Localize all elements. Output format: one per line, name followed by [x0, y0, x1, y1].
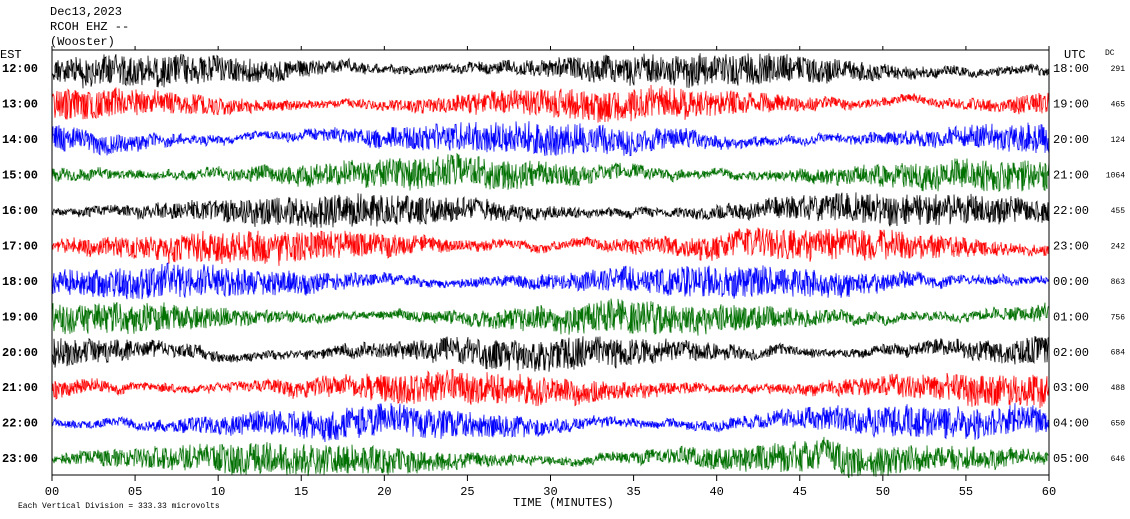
right-hour-label: 05:00	[1053, 452, 1089, 466]
trace	[51, 84, 1050, 123]
left-hour-label: 22:00	[2, 417, 38, 431]
left-hour-label: 20:00	[2, 346, 38, 360]
trace	[51, 227, 1050, 266]
x-tick-label: 30	[543, 485, 557, 499]
right-hour-label: 21:00	[1053, 169, 1089, 183]
x-tick-label: 00	[45, 485, 59, 499]
trace	[51, 152, 1050, 193]
right-hour-label: 19:00	[1053, 98, 1089, 112]
dc-value: 124	[1111, 136, 1126, 145]
x-tick-label: 45	[793, 485, 807, 499]
left-hour-label: 21:00	[2, 381, 38, 395]
dc-value: 1064	[1106, 171, 1125, 180]
trace	[51, 192, 1050, 228]
left-hour-label: 16:00	[2, 204, 38, 218]
trace	[51, 121, 1050, 157]
left-hour-label: 23:00	[2, 452, 38, 466]
x-tick-label: 15	[294, 485, 308, 499]
dc-label: DC	[1105, 49, 1115, 58]
x-tick-label: 60	[1042, 485, 1056, 499]
x-tick-label: 20	[377, 485, 391, 499]
dc-value: 465	[1111, 101, 1126, 110]
header-line: RCOH EHZ --	[50, 20, 129, 34]
traces	[51, 53, 1050, 479]
dc-value: 863	[1111, 278, 1126, 287]
left-hour-label: 17:00	[2, 239, 38, 253]
dc-value: 684	[1111, 349, 1126, 358]
x-tick-label: 25	[460, 485, 474, 499]
trace	[51, 368, 1050, 409]
right-hour-label: 01:00	[1053, 310, 1089, 324]
right-hour-label: 03:00	[1053, 381, 1089, 395]
trace	[51, 53, 1050, 89]
right-hour-label: 00:00	[1053, 275, 1089, 289]
trace	[51, 335, 1050, 372]
left-hour-label: 18:00	[2, 275, 38, 289]
plot-frame	[51, 49, 1050, 476]
dc-value: 455	[1111, 207, 1126, 216]
x-tick-label: 35	[626, 485, 640, 499]
x-tick-label: 10	[211, 485, 225, 499]
trace	[51, 262, 1050, 300]
dc-value: 646	[1111, 455, 1126, 464]
dc-value: 291	[1111, 65, 1126, 74]
right-hour-label: 20:00	[1053, 133, 1089, 147]
left-zone: EST	[0, 48, 22, 62]
right-zone: UTC	[1064, 48, 1086, 62]
trace	[51, 403, 1050, 443]
header-line: Dec13,2023	[50, 5, 122, 19]
x-tick-label: 55	[959, 485, 973, 499]
right-hour-label: 02:00	[1053, 346, 1089, 360]
left-hour-label: 19:00	[2, 310, 38, 324]
dc-value: 756	[1111, 313, 1126, 322]
x-tick-label: 50	[876, 485, 890, 499]
x-axis-label: TIME (MINUTES)	[513, 496, 614, 510]
left-hour-label: 14:00	[2, 133, 38, 147]
header-line: (Wooster)	[50, 35, 115, 49]
dc-value: 242	[1111, 242, 1126, 251]
dc-value: 488	[1111, 384, 1126, 393]
trace	[51, 436, 1050, 479]
right-hour-label: 22:00	[1053, 204, 1089, 218]
left-hour-label: 15:00	[2, 169, 38, 183]
right-hour-label: 18:00	[1053, 62, 1089, 76]
footer: Each Vertical Division = 333.33 microvol…	[18, 502, 220, 511]
x-tick-label: 40	[709, 485, 723, 499]
left-hour-label: 12:00	[2, 62, 38, 76]
trace	[51, 298, 1050, 336]
x-tick-label: 05	[128, 485, 142, 499]
right-hour-label: 04:00	[1053, 417, 1089, 431]
dc-value: 650	[1111, 420, 1126, 429]
left-hour-label: 13:00	[2, 98, 38, 112]
right-hour-label: 23:00	[1053, 239, 1089, 253]
